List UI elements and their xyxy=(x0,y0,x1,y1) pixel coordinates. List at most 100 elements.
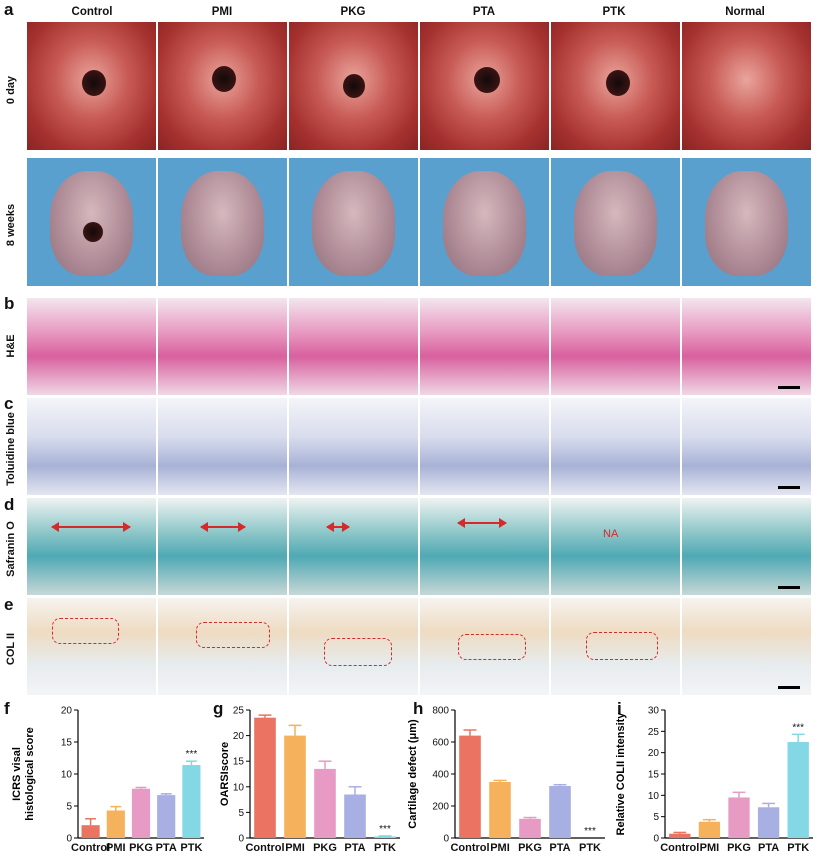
bar-pmi xyxy=(284,735,306,838)
so-normal xyxy=(682,498,811,595)
y-tick-label: 20 xyxy=(233,731,245,742)
defect-hole xyxy=(606,70,630,96)
y-tick-label: 30 xyxy=(648,706,660,717)
row-label-0-day: 0 day xyxy=(5,75,17,105)
bar-ptk xyxy=(182,765,201,838)
significance-label: *** xyxy=(584,826,596,837)
column-header-pkg: PKG xyxy=(340,6,366,18)
col2-pta xyxy=(420,598,549,695)
scale-bar xyxy=(778,686,800,689)
bar-control xyxy=(669,833,691,838)
chart-i-colii-intensity: 0 5 10 15 20 25 30 Relative COLII intensity Cont… xyxy=(615,706,813,854)
he-ptk xyxy=(551,298,680,395)
y-tick-label: 5 xyxy=(653,812,659,823)
photo-0day-control xyxy=(27,22,156,150)
panel-letter-a: a xyxy=(4,0,14,19)
y-tick-label: 25 xyxy=(648,727,660,738)
joint-surface xyxy=(574,170,657,276)
defect-width-arrow xyxy=(200,522,246,532)
column-header-normal: Normal xyxy=(725,6,765,18)
x-tick-label: PMI xyxy=(490,842,510,854)
row-label-toluidine-blue: Toluidine blue xyxy=(5,412,17,486)
panel-letter-h: h xyxy=(413,699,424,718)
na-label: NA xyxy=(603,528,619,540)
x-tick-label: PKG xyxy=(129,842,153,854)
he-pta xyxy=(420,298,549,395)
panel-letter-b: b xyxy=(4,294,15,313)
bar-charts: 0 5 10 15 20 ICRS visalhistological score Cont… xyxy=(11,706,813,854)
he-control xyxy=(27,298,156,395)
row-label-safranin-o: Safranin O xyxy=(5,521,17,577)
x-tick-label: Control xyxy=(660,842,699,854)
joint-surface xyxy=(312,170,395,276)
photo-0day-ptk xyxy=(551,22,680,150)
row-label-8-weeks: 8 weeks xyxy=(5,203,17,247)
x-tick-label: PMI xyxy=(700,842,720,854)
chart-h-cartilage-defect: 0 200 400 600 800 Cartilage defect (μm) Contro… xyxy=(407,706,605,854)
significance-label: *** xyxy=(792,722,804,733)
y-tick-label: 400 xyxy=(432,770,449,781)
bar-pmi xyxy=(698,821,721,838)
y-tick-label: 600 xyxy=(432,738,449,749)
x-tick-label: Control xyxy=(450,842,489,854)
x-tick-label: PTA xyxy=(758,842,779,854)
he-pkg xyxy=(289,298,418,395)
column-header-control: Control xyxy=(71,6,113,18)
so-pkg xyxy=(289,498,418,595)
photo-8weeks-ptk xyxy=(551,158,680,286)
bar-control xyxy=(254,717,276,838)
defect-region-box xyxy=(586,632,658,660)
significance-label: *** xyxy=(186,749,198,760)
defect-hole xyxy=(83,222,103,242)
defect-hole xyxy=(474,67,500,93)
photo-8weeks-normal xyxy=(682,158,811,286)
panel-letter-c: c xyxy=(4,394,14,413)
y-tick-label: 200 xyxy=(432,802,449,813)
panel-letter-i: i xyxy=(617,699,622,718)
x-tick-label: PTK xyxy=(180,842,202,854)
bar-pmi xyxy=(106,810,125,838)
bar-pkg xyxy=(314,768,336,838)
so-control xyxy=(27,498,156,595)
x-tick-label: PTA xyxy=(344,842,365,854)
scale-bar xyxy=(778,486,800,489)
y-tick-label: 15 xyxy=(648,770,660,781)
panel-letter-d: d xyxy=(4,495,15,514)
bar-pta xyxy=(157,795,176,838)
row-label-he: H&E xyxy=(5,334,17,358)
scale-bar xyxy=(778,586,800,589)
bar-pmi xyxy=(489,782,511,838)
photo-8weeks-control xyxy=(27,158,156,286)
joint-surface xyxy=(705,170,788,276)
photo-0day-pta xyxy=(420,22,549,150)
panel-letter-g: g xyxy=(213,699,224,718)
tb-ptk xyxy=(551,398,680,495)
x-tick-label: PTA xyxy=(156,842,177,854)
chart-f-icrs-score: 0 5 10 15 20 ICRS visalhistological score Cont… xyxy=(11,706,204,854)
y-axis-label: OARSIscore xyxy=(219,742,231,806)
photo-8weeks-pkg xyxy=(289,158,418,286)
col2-pmi xyxy=(158,598,287,695)
joint-surface xyxy=(443,170,526,276)
y-axis-label: Relative COLII intensity xyxy=(615,712,627,836)
x-tick-label: Control xyxy=(245,842,284,854)
defect-region-box xyxy=(458,634,526,660)
bar-pkg xyxy=(519,818,541,838)
defect-width-arrow xyxy=(457,518,507,528)
defect-region-box xyxy=(52,618,119,644)
so-pta xyxy=(420,498,549,595)
tb-pta xyxy=(420,398,549,495)
x-tick-label: PMI xyxy=(285,842,305,854)
bar-control xyxy=(81,825,100,838)
bar-control xyxy=(459,735,481,838)
bar-pta xyxy=(757,807,780,838)
defect-region-box xyxy=(196,622,270,648)
x-tick-label: PMI xyxy=(106,842,126,854)
so-ptk: NA xyxy=(551,498,680,595)
photo-8weeks-pmi xyxy=(158,158,287,286)
tb-control xyxy=(27,398,156,495)
defect-hole xyxy=(343,74,365,98)
x-tick-label: Control xyxy=(71,842,110,854)
y-tick-label: 10 xyxy=(233,782,245,793)
col2-normal xyxy=(682,598,811,695)
